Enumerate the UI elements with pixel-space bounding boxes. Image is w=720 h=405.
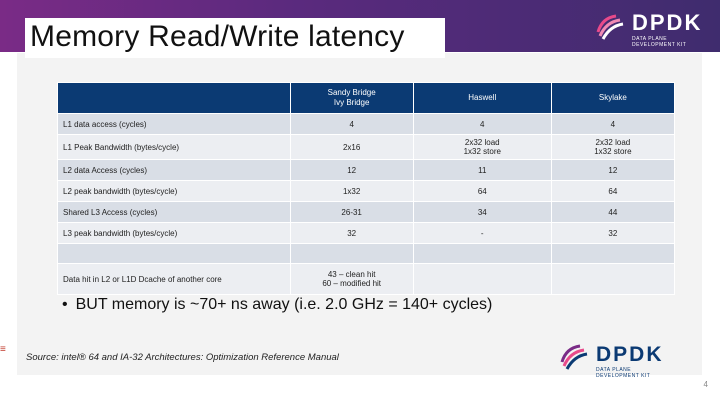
table-header-cell — [57, 82, 291, 114]
cell-haswell: 4 — [412, 113, 552, 135]
table-header-row: Sandy Bridge Ivy Bridge Haswell Skylake — [57, 82, 676, 114]
bullet-text: BUT memory is ~70+ ns away (i.e. 2.0 GHz… — [75, 296, 493, 313]
table-row: L1 Peak Bandwidth (bytes/cycle) 2x16 2x3… — [57, 134, 676, 160]
cell-haswell — [412, 243, 552, 264]
row-label: L1 data access (cycles) — [57, 113, 291, 135]
cell-skylake: 2x32 load 1x32 store — [550, 134, 676, 160]
cell-haswell: 34 — [412, 201, 552, 223]
cell-sandy-bridge: 32 — [289, 222, 414, 244]
logo-subtitle: DATA PLANE DEVELOPMENT KIT — [596, 367, 651, 379]
table-row: L1 data access (cycles) 4 4 4 — [57, 113, 676, 135]
cell-skylake: 12 — [550, 159, 676, 181]
table-row: L3 peak bandwidth (bytes/cycle) 32 - 32 — [57, 222, 676, 244]
cell-haswell: 11 — [412, 159, 552, 181]
dpdk-logo-bottom: DPDK DATA PLANE DEVELOPMENT KIT — [556, 340, 676, 379]
cell-skylake: 44 — [550, 201, 676, 223]
cell-haswell: 64 — [412, 180, 552, 202]
table-row: Shared L3 Access (cycles) 26-31 34 44 — [57, 201, 676, 223]
cell-sandy-bridge: 4 — [289, 113, 414, 135]
row-label — [57, 243, 291, 264]
source-citation: Source: intel® 64 and IA-32 Architecture… — [26, 352, 339, 363]
cell-haswell: 2x32 load 1x32 store — [412, 134, 552, 160]
logo-subtitle: DATA PLANE DEVELOPMENT KIT — [632, 36, 687, 48]
cell-sandy-bridge: 12 — [289, 159, 414, 181]
latency-table: Sandy Bridge Ivy Bridge Haswell Skylake L… — [57, 82, 676, 295]
logo-wordmark: DPDK — [632, 10, 703, 35]
dpdk-logo-top: DPDK DATA PLANE DEVELOPMENT KIT — [592, 8, 712, 48]
cell-haswell — [412, 263, 552, 295]
cell-sandy-bridge: 26-31 — [289, 201, 414, 223]
header-sandy-bridge: Sandy Bridge Ivy Bridge — [327, 88, 376, 107]
table-row — [57, 243, 676, 264]
logo-wordmark: DPDK — [596, 343, 664, 366]
header-haswell: Haswell — [468, 93, 497, 102]
header-skylake: Skylake — [598, 93, 627, 102]
slide-title: Memory Read/Write latency — [30, 20, 405, 53]
dpdk-swirl-icon — [560, 344, 588, 370]
table-header-cell: Sandy Bridge Ivy Bridge — [289, 82, 414, 114]
cell-skylake: 4 — [550, 113, 676, 135]
bullet-dot-icon: • — [62, 296, 68, 313]
cell-sandy-bridge — [289, 243, 414, 264]
red-accent-icon: ≡ — [0, 344, 6, 355]
slide-left-edge — [0, 52, 17, 405]
cell-skylake: 64 — [550, 180, 676, 202]
row-label: L1 Peak Bandwidth (bytes/cycle) — [57, 134, 291, 160]
cell-skylake — [550, 243, 676, 264]
page-number: 4 — [703, 380, 708, 389]
cell-sandy-bridge: 2x16 — [289, 134, 414, 160]
cell-skylake — [550, 263, 676, 295]
title-backdrop — [25, 18, 445, 58]
table-header-cell: Haswell — [412, 82, 552, 114]
dpdk-swirl-icon — [596, 14, 624, 40]
table-header-cell: Skylake — [550, 82, 676, 114]
bullet-point: • BUT memory is ~70+ ns away (i.e. 2.0 GH… — [62, 296, 492, 314]
row-label: L2 peak bandwidth (bytes/cycle) — [57, 180, 291, 202]
table-row: L2 peak bandwidth (bytes/cycle) 1x32 64 … — [57, 180, 676, 202]
cell-haswell: - — [412, 222, 552, 244]
table-row: L2 data Access (cycles) 12 11 12 — [57, 159, 676, 181]
row-label: Shared L3 Access (cycles) — [57, 201, 291, 223]
row-label: L2 data Access (cycles) — [57, 159, 291, 181]
cell-sandy-bridge: 43 – clean hit 60 – modified hit — [289, 263, 414, 295]
row-label: L3 peak bandwidth (bytes/cycle) — [57, 222, 291, 244]
cell-sandy-bridge: 1x32 — [289, 180, 414, 202]
row-label: Data hit in L2 or L1D Dcache of another … — [57, 263, 291, 295]
cell-skylake: 32 — [550, 222, 676, 244]
table-row: Data hit in L2 or L1D Dcache of another … — [57, 263, 676, 295]
